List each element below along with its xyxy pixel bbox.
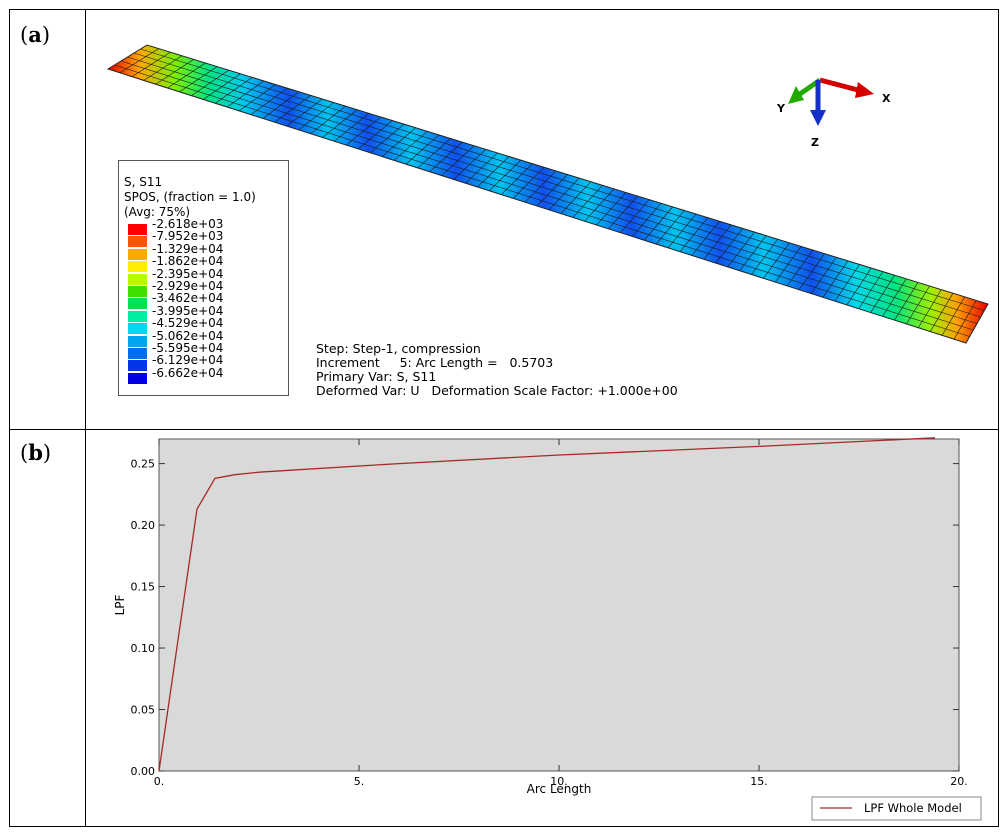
- legend-title-2: SPOS, (fraction = 1.0): [124, 190, 256, 204]
- legend-value: -6.662e+04: [152, 365, 224, 380]
- y-axis-ticks: 0.00 0.05 0.10 0.15 0.20 0.25: [131, 458, 959, 778]
- y-tick-label: 0.10: [131, 642, 156, 655]
- legend-value: -6.129e+04: [152, 353, 224, 368]
- triad-y-label: Y: [777, 102, 785, 115]
- x-tick-label: 20.: [950, 775, 968, 788]
- step-info-line-3: Primary Var: S, S11: [316, 369, 437, 384]
- legend-value: -2.929e+04: [152, 279, 224, 293]
- triad-z-label: Z: [811, 136, 819, 149]
- mesh-line-longitudinal: [140, 48, 985, 311]
- step-info-line-1: Step: Step-1, compression: [316, 341, 481, 356]
- legend-swatch: [128, 286, 147, 297]
- legend-swatch: [128, 224, 147, 235]
- mesh-line-longitudinal: [114, 64, 970, 337]
- legend-swatch: [128, 372, 147, 384]
- series-line-lpf-whole-model: [158, 437, 936, 772]
- legend-swatch: [128, 335, 147, 347]
- fe-contour-plot: [106, 44, 989, 344]
- legend-value: -5.062e+04: [152, 328, 224, 343]
- legend-swatch: [128, 248, 147, 260]
- step-info-line-2: Increment 5: Arc Length = 0.5703: [316, 355, 554, 370]
- panel-divider: [9, 429, 999, 430]
- label-column-divider: [85, 9, 86, 827]
- legend-value: -2.618e+03: [152, 217, 224, 231]
- legend-swatch: [128, 298, 147, 310]
- legend-title-3: (Avg: 75%): [124, 205, 191, 219]
- legend-swatch: [128, 236, 147, 248]
- legend-value: -3.995e+04: [152, 303, 224, 318]
- step-info-line-4: Deformed Var: U Deformation Scale Factor…: [316, 383, 678, 398]
- panel-b-label: (b): [20, 440, 52, 465]
- triad-z-arrowhead: [810, 110, 826, 126]
- x-axis-label: Arc Length: [527, 782, 592, 796]
- figure-frame: [9, 9, 999, 827]
- x-tick-label: 5.: [354, 775, 365, 788]
- beam-mesh: [106, 44, 989, 344]
- lpf-chart: 0. 5. 10. 15. 20. 0.00 0.05 0.10 0.15 0.20 0.25 A…: [113, 437, 982, 821]
- legend-value: -5.595e+04: [152, 341, 224, 355]
- y-tick-label: 0.05: [131, 704, 156, 717]
- y-tick-label: 0.15: [131, 581, 156, 594]
- chart-legend-box: [811, 796, 982, 821]
- legend-swatch: [128, 360, 147, 372]
- y-tick-label: 0.25: [131, 458, 156, 471]
- x-tick-label: 0.: [154, 775, 165, 788]
- legend-value: -3.462e+04: [152, 291, 224, 306]
- mesh-line-longitudinal: [133, 52, 981, 318]
- legend-swatch: [128, 261, 147, 273]
- panel-a-label: (a): [20, 22, 51, 47]
- legend-value: -4.529e+04: [152, 316, 224, 331]
- triad-y-arrowhead: [788, 86, 804, 104]
- x-tick-label: 10.: [550, 775, 568, 788]
- coordinate-triad: [788, 77, 874, 126]
- legend-value: -1.862e+04: [152, 254, 224, 269]
- y-axis-label: LPF: [113, 594, 127, 615]
- plot-area: [158, 438, 960, 772]
- legend-value: -2.395e+04: [152, 266, 224, 281]
- legend-title-1: S, S11: [124, 175, 163, 189]
- x-tick-label: 15.: [750, 775, 768, 788]
- mesh-line-longitudinal: [127, 56, 978, 324]
- legend-swatch: [128, 323, 147, 335]
- triad-x-axis: [819, 77, 859, 93]
- legend-swatch: [128, 310, 147, 322]
- legend-value: -7.952e+03: [152, 229, 224, 244]
- triad-x-arrowhead: [855, 82, 874, 98]
- legend-entry-lpf-whole-model: LPF Whole Model: [864, 801, 962, 815]
- legend-swatch: [128, 348, 147, 359]
- triad-x-label: X: [882, 92, 891, 105]
- legend-value: -1.329e+04: [152, 241, 224, 256]
- y-tick-label: 0.20: [131, 519, 156, 532]
- mesh-line-longitudinal: [120, 60, 974, 331]
- y-tick-label: 0.00: [131, 765, 156, 778]
- legend-swatch: [128, 273, 147, 285]
